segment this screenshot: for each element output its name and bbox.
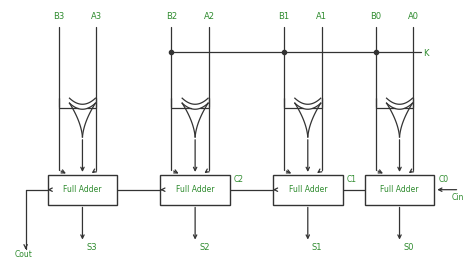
Text: A3: A3 [91, 12, 102, 21]
Text: K: K [423, 49, 429, 58]
Text: S3: S3 [86, 243, 97, 252]
Bar [160, 175, 230, 205]
Text: A0: A0 [408, 12, 419, 21]
Text: C1: C1 [346, 175, 356, 184]
Text: C2: C2 [234, 175, 244, 184]
Text: Cin: Cin [451, 193, 464, 202]
Text: B2: B2 [165, 12, 177, 21]
Bar [365, 175, 434, 205]
Text: S1: S1 [312, 243, 322, 252]
Text: S0: S0 [403, 243, 414, 252]
Bar [47, 175, 118, 205]
Text: Full Adder: Full Adder [380, 185, 419, 194]
Text: Full Adder: Full Adder [289, 185, 327, 194]
Text: Cout: Cout [15, 250, 33, 259]
Text: A1: A1 [316, 12, 327, 21]
Text: Full Adder: Full Adder [176, 185, 214, 194]
Text: Full Adder: Full Adder [63, 185, 102, 194]
Text: B3: B3 [53, 12, 64, 21]
Bar [273, 175, 343, 205]
Text: A2: A2 [203, 12, 215, 21]
Text: C0: C0 [438, 175, 448, 184]
Text: B1: B1 [278, 12, 290, 21]
Text: B0: B0 [370, 12, 381, 21]
Text: S2: S2 [199, 243, 210, 252]
